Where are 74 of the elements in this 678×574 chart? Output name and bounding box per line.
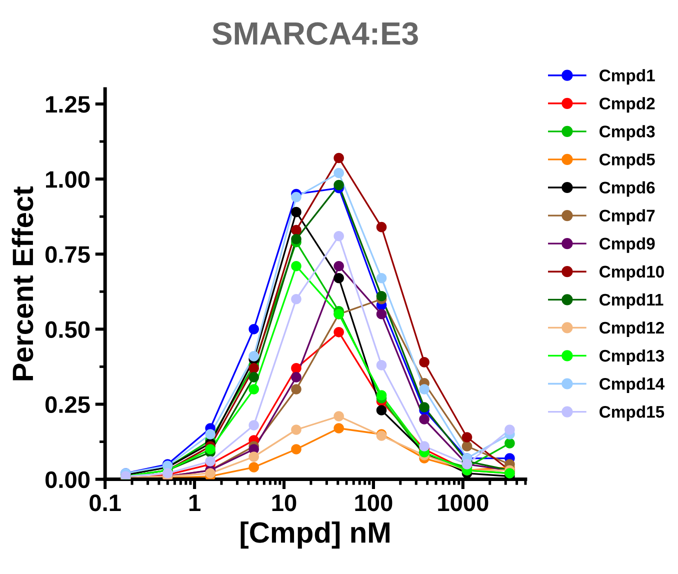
- point: [291, 224, 302, 236]
- point: [248, 452, 259, 462]
- y-tick-label: 1.00: [46, 171, 90, 188]
- y-tick-label: 0.00: [45, 471, 90, 488]
- point: [291, 363, 302, 374]
- point: [462, 432, 472, 442]
- point: [419, 357, 430, 368]
- point: [248, 462, 259, 472]
- legend-label: Cmpd6: [600, 181, 655, 197]
- point: [248, 420, 259, 430]
- x-tick-label: 100: [355, 494, 392, 512]
- point: [504, 424, 515, 435]
- point: [419, 384, 430, 394]
- point: [291, 260, 302, 272]
- x-tick-label: 1000: [438, 494, 488, 512]
- legend-label: Cmpd15: [600, 406, 664, 422]
- point: [334, 411, 344, 422]
- legend-label: Cmpd5: [600, 153, 655, 169]
- point: [376, 222, 387, 232]
- point: [334, 327, 344, 338]
- x-tick-label: 10: [272, 494, 296, 512]
- point: [248, 372, 259, 382]
- legend-label: Cmpd3: [600, 125, 655, 141]
- point: [334, 260, 344, 272]
- point: [291, 424, 302, 435]
- point: [291, 372, 302, 382]
- point: [334, 230, 344, 242]
- point: [419, 441, 430, 452]
- legend-label: Cmpd14: [600, 378, 665, 394]
- point: [376, 272, 387, 284]
- legend-label: Cmpd10: [600, 265, 664, 281]
- point: [248, 384, 259, 394]
- legend-label: Cmpd12: [600, 321, 664, 337]
- y-tick-label: 0.50: [45, 321, 90, 338]
- point: [334, 423, 344, 434]
- point: [376, 405, 387, 416]
- legend-label: Cmpd9: [600, 237, 655, 253]
- point: [291, 384, 302, 394]
- y-axis-title: Percent Effect: [12, 186, 34, 380]
- point: [376, 309, 387, 320]
- x-tick-label: 1: [189, 494, 200, 511]
- point: [376, 290, 387, 302]
- point: [205, 444, 216, 454]
- point: [205, 468, 216, 478]
- x-axis-title: [Cmpd] nM: [240, 521, 390, 549]
- point: [334, 168, 344, 178]
- y-tick-label: 0.75: [45, 246, 90, 263]
- legend-label: Cmpd11: [600, 293, 664, 309]
- point: [376, 390, 387, 400]
- point: [248, 363, 259, 374]
- point: [419, 414, 430, 424]
- point: [376, 360, 387, 370]
- y-tick-label: 1.25: [46, 96, 90, 113]
- point: [291, 294, 302, 304]
- point: [291, 444, 302, 454]
- legend-label: Cmpd13: [600, 349, 664, 366]
- point: [419, 402, 430, 412]
- legend-label: Cmpd2: [600, 97, 655, 113]
- point: [291, 192, 302, 202]
- x-tick-label: 0.1: [90, 494, 121, 512]
- point: [334, 272, 344, 284]
- point: [334, 180, 344, 190]
- point: [334, 152, 344, 164]
- legend-label: Cmpd7: [600, 209, 655, 225]
- point: [291, 206, 302, 218]
- legend-label: Cmpd1: [600, 69, 655, 85]
- point: [205, 429, 216, 440]
- point: [504, 438, 515, 448]
- point: [291, 234, 302, 244]
- chart-title: SMARCA4:E3: [212, 22, 418, 45]
- y-tick-label: 0.25: [45, 396, 90, 414]
- point: [248, 324, 259, 334]
- point: [462, 441, 472, 452]
- point: [248, 351, 259, 362]
